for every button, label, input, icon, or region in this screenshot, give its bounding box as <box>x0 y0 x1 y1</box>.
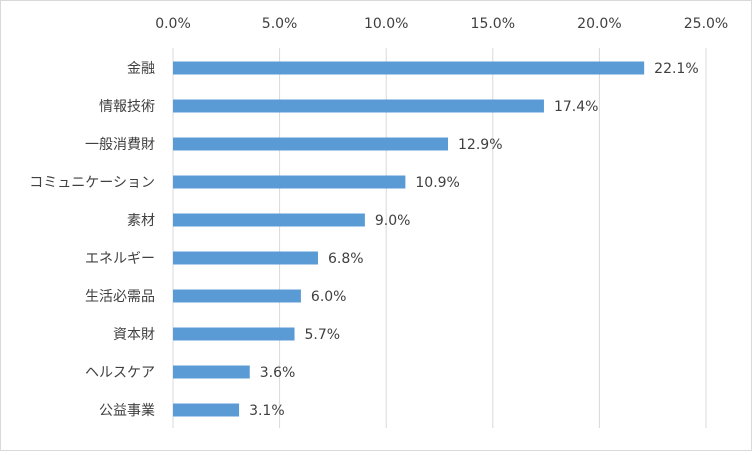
x-tick-label: 5.0% <box>262 16 298 32</box>
data-label: 17.4% <box>554 99 598 115</box>
category-label: ヘルスケア <box>85 365 155 381</box>
bar <box>173 365 250 379</box>
labels: 0.0% 5.0% 10.0% 15.0% 20.0% 25.0% 金融 22.1% 情報技術 1… <box>29 16 728 419</box>
data-label: 3.6% <box>260 365 296 381</box>
data-label: 3.1% <box>249 403 285 419</box>
x-tick-label: 0.0% <box>155 16 191 32</box>
bar <box>173 61 645 75</box>
data-label: 6.0% <box>311 289 347 305</box>
category-label: 公益事業 <box>99 403 155 419</box>
bars <box>173 61 645 417</box>
category-label: 生活必需品 <box>85 289 155 305</box>
bar <box>173 289 301 303</box>
category-label: 素材 <box>127 213 155 229</box>
bar <box>173 137 449 151</box>
category-label: 資本財 <box>113 327 155 343</box>
bar <box>173 403 240 417</box>
bar <box>173 251 318 265</box>
data-label: 10.9% <box>415 175 459 191</box>
bar <box>173 327 295 341</box>
category-label: 金融 <box>127 61 155 77</box>
x-tick-label: 20.0% <box>577 16 621 32</box>
bar <box>173 175 406 189</box>
category-label: 情報技術 <box>99 99 155 115</box>
data-label: 9.0% <box>375 213 411 229</box>
data-label: 22.1% <box>654 61 698 77</box>
category-label: エネルギー <box>85 251 155 267</box>
x-tick-label: 10.0% <box>364 16 408 32</box>
data-label: 6.8% <box>328 251 364 267</box>
x-tick-label: 25.0% <box>684 16 728 32</box>
bar <box>173 213 365 227</box>
bar <box>173 99 544 113</box>
category-label: コミュニケーション <box>29 175 155 191</box>
category-label: 一般消費財 <box>85 137 155 153</box>
data-label: 5.7% <box>305 327 341 343</box>
data-label: 12.9% <box>458 137 502 153</box>
x-tick-label: 15.0% <box>471 16 515 32</box>
